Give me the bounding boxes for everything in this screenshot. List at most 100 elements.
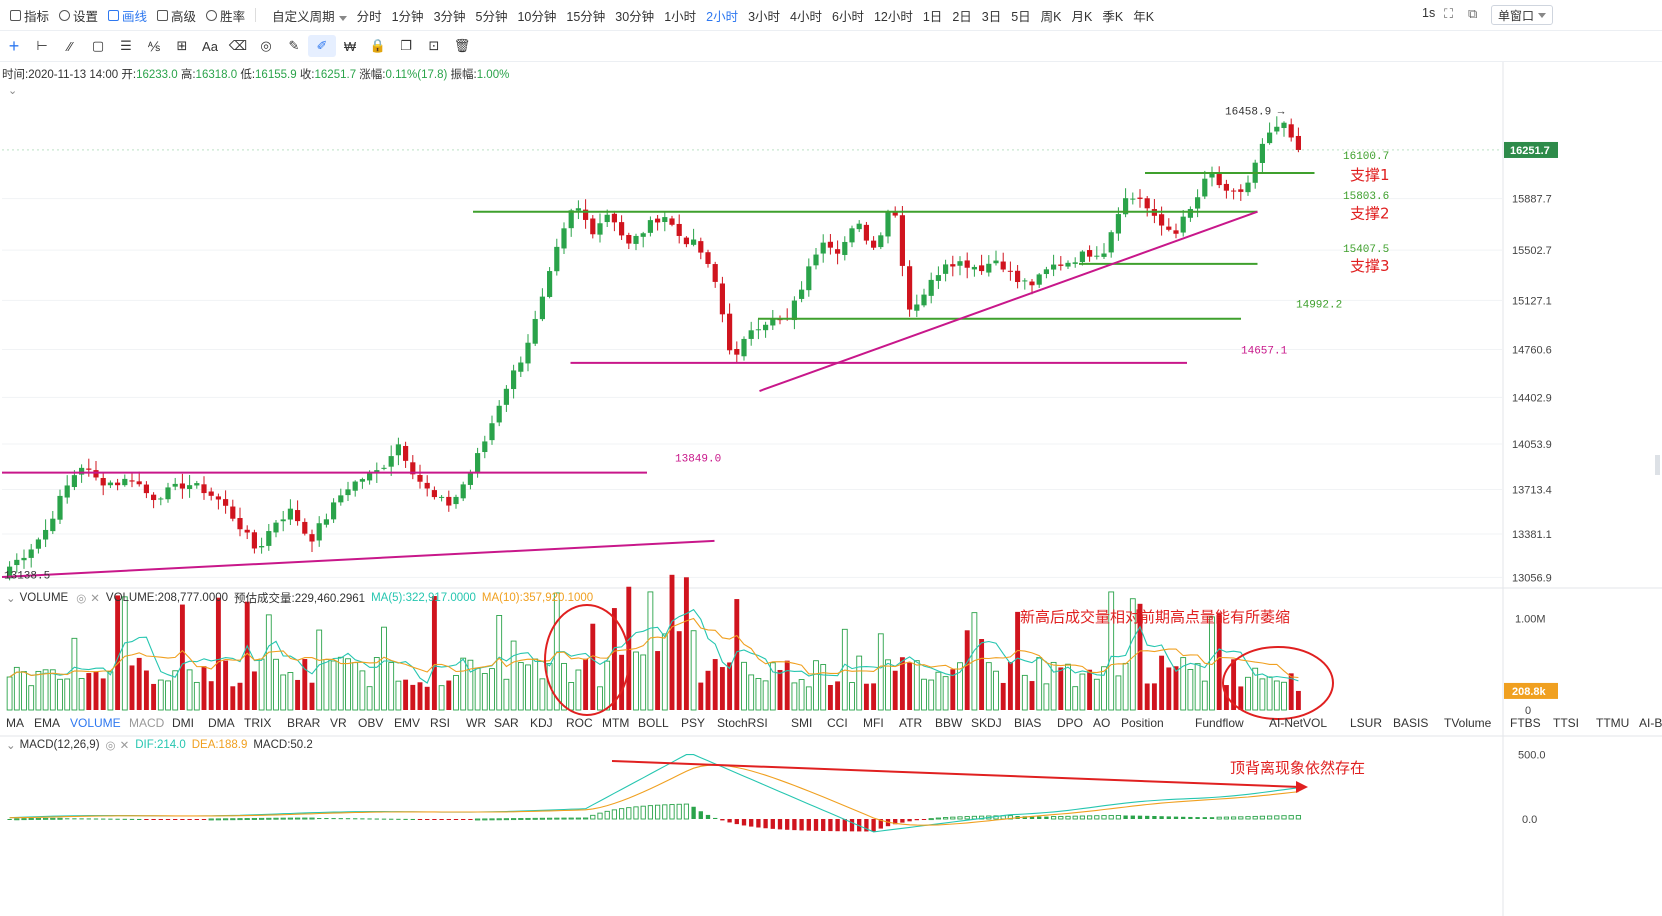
pattern-icon[interactable]: ₩ — [343, 38, 357, 54]
indicator-tab-ma[interactable]: MA — [6, 716, 24, 730]
indicator-tab-wr[interactable]: WR — [466, 716, 486, 730]
period-19[interactable]: 季K — [1102, 9, 1124, 24]
collapse-chevron-icon[interactable]: ⌄ — [6, 593, 16, 605]
menu-calendar[interactable]: 高级 — [157, 6, 196, 25]
candle-body — [309, 534, 315, 542]
indicator-tab-position[interactable]: Position — [1121, 716, 1164, 730]
period-20[interactable]: 年K — [1133, 9, 1155, 24]
menu-indicator[interactable]: 指标 — [10, 6, 49, 25]
indicator-tab-volume[interactable]: VOLUME — [70, 716, 121, 730]
volume-bar — [1288, 673, 1294, 710]
indicator-tab-psy[interactable]: PSY — [681, 716, 706, 730]
indicator-tab-macd[interactable]: MACD — [129, 716, 165, 730]
indicator-tab-fundflow[interactable]: Fundflow — [1195, 716, 1244, 730]
indicator-tab-rsi[interactable]: RSI — [430, 716, 451, 730]
close-icon[interactable]: ✕ — [119, 740, 130, 752]
custom-period-dropdown[interactable]: 自定义周期 — [272, 6, 347, 25]
indicator-tab-brar[interactable]: BRAR — [287, 716, 321, 730]
period-2[interactable]: 3分钟 — [433, 9, 466, 24]
rectangle-icon[interactable]: ▢ — [91, 38, 105, 53]
indicator-tab-tvolume[interactable]: TVolume — [1444, 716, 1492, 730]
indicator-tab-obv[interactable]: OBV — [358, 716, 384, 730]
period-17[interactable]: 周K — [1040, 9, 1062, 24]
indicator-tab-ftbs[interactable]: FTBS — [1510, 716, 1541, 730]
copy-icon[interactable]: ❐ — [400, 38, 412, 53]
brush-icon[interactable]: ✎ — [288, 38, 300, 53]
period-4[interactable]: 10分钟 — [517, 9, 557, 24]
trash-icon[interactable]: 🗑 — [453, 38, 471, 53]
indicator-tab-boll[interactable]: BOLL — [638, 716, 669, 730]
period-9[interactable]: 3小时 — [748, 9, 781, 24]
fullscreen-icon[interactable]: ⛶ — [1444, 6, 1454, 21]
lock-icon[interactable]: 🔒 — [369, 38, 387, 53]
indicator-tab-mfi[interactable]: MFI — [863, 716, 884, 730]
period-12[interactable]: 12小时 — [873, 9, 913, 24]
gear-icon[interactable]: ◎ — [76, 593, 87, 605]
period-6[interactable]: 30分钟 — [615, 9, 655, 24]
menu-gear[interactable]: 设置 — [59, 6, 98, 25]
text-tool[interactable]: Aa — [202, 38, 218, 54]
menu-gauge[interactable]: 胜率 — [206, 6, 245, 25]
indicator-tab-kdj[interactable]: KDJ — [530, 716, 553, 730]
indicator-tab-dpo[interactable]: DPO — [1057, 716, 1084, 730]
period-1[interactable]: 1分钟 — [391, 9, 424, 24]
indicator-tab-mtm[interactable]: MTM — [602, 716, 630, 730]
indicator-tab-ai-netvol[interactable]: AI-NetVOL — [1269, 716, 1328, 730]
popout-icon[interactable]: ⧉ — [1468, 6, 1478, 21]
indicator-tab-ema[interactable]: EMA — [34, 716, 61, 730]
draw-mode-icon[interactable]: ✐ — [308, 35, 336, 57]
period-11[interactable]: 6小时 — [832, 9, 864, 24]
collapse-chevron-icon[interactable]: ⌄ — [6, 740, 16, 752]
period-10[interactable]: 4小时 — [790, 9, 822, 24]
period-15[interactable]: 3日 — [981, 9, 1002, 24]
candle-body — [1295, 135, 1301, 150]
indicator-tab-ttmu[interactable]: TTMU — [1596, 716, 1630, 730]
period-5[interactable]: 15分钟 — [566, 9, 606, 24]
indicator-tab-dma[interactable]: DMA — [208, 716, 235, 730]
snapshot-icon[interactable]: ⊡ — [428, 38, 440, 53]
indicator-tab-bias[interactable]: BIAS — [1014, 716, 1042, 730]
indicator-tab-roc[interactable]: ROC — [566, 716, 593, 730]
collapse-chevron-icon[interactable]: ⌄ — [8, 85, 18, 97]
fib-icon[interactable]: ⅍ — [147, 38, 161, 54]
close-icon[interactable]: ✕ — [90, 593, 100, 605]
gear-icon[interactable]: ◎ — [105, 740, 116, 752]
indicator-tab-skdj[interactable]: SKDJ — [971, 716, 1002, 730]
macd-bar — [101, 818, 106, 820]
candle-body — [79, 467, 85, 475]
indicator-tab-bbw[interactable]: BBW — [935, 716, 963, 730]
period-13[interactable]: 1日 — [922, 9, 943, 24]
indicator-tab-ao[interactable]: AO — [1093, 716, 1111, 730]
window-mode-dropdown[interactable]: 单窗口 — [1491, 5, 1553, 25]
eraser-icon[interactable]: ⌫ — [228, 38, 248, 53]
period-18[interactable]: 月K — [1071, 9, 1093, 24]
horizontal-segment-icon[interactable]: ⊢ — [36, 38, 48, 53]
period-7[interactable]: 1小时 — [664, 9, 697, 24]
indicator-tab-trix[interactable]: TRIX — [244, 716, 272, 730]
indicator-tab-cci[interactable]: CCI — [827, 716, 848, 730]
measure-icon[interactable]: ⊞ — [176, 38, 188, 53]
indicator-tab-lsur[interactable]: LSUR — [1350, 716, 1383, 730]
trend-line-icon[interactable]: ⁄⁄ — [67, 38, 73, 54]
indicator-tab-ttsi[interactable]: TTSI — [1553, 716, 1579, 730]
period-0[interactable]: 分时 — [356, 9, 382, 24]
indicator-tab-atr[interactable]: ATR — [899, 716, 923, 730]
period-14[interactable]: 2日 — [952, 9, 972, 24]
period-16[interactable]: 5日 — [1011, 9, 1031, 24]
indicator-tab-smi[interactable]: SMI — [791, 716, 813, 730]
magnet-icon[interactable]: ◎ — [260, 38, 272, 53]
period-8[interactable]: 2小时 — [706, 9, 739, 24]
crosshair-icon[interactable]: + — [8, 35, 20, 56]
parallel-lines-icon[interactable]: ☰ — [120, 38, 132, 53]
menu-pencil[interactable]: 画线 — [108, 6, 147, 25]
indicator-tab-ai-bsi[interactable]: AI-BSI — [1639, 716, 1662, 730]
indicator-tab-vr[interactable]: VR — [330, 716, 347, 730]
indicator-tab-basis[interactable]: BASIS — [1393, 716, 1429, 730]
indicator-tab-dmi[interactable]: DMI — [172, 716, 194, 730]
indicator-tab-sar[interactable]: SAR — [494, 716, 519, 730]
indicator-tab-emv[interactable]: EMV — [394, 716, 421, 730]
period-3[interactable]: 5分钟 — [475, 9, 508, 24]
refresh-interval[interactable]: 1s — [1422, 6, 1436, 20]
indicator-tab-stochrsi[interactable]: StochRSI — [717, 716, 768, 730]
